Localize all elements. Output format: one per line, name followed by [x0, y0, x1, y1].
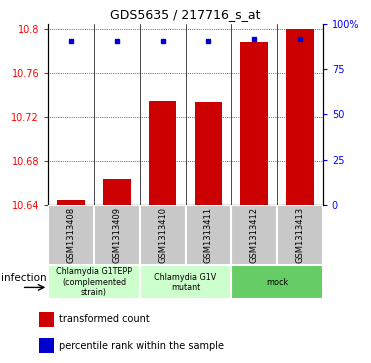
Text: GSM1313408: GSM1313408 [67, 207, 76, 263]
Text: Chlamydia G1V
mutant: Chlamydia G1V mutant [154, 273, 217, 292]
Bar [231, 265, 323, 299]
Bar [48, 265, 140, 299]
Bar [48, 205, 94, 265]
Bar [140, 265, 231, 299]
Text: GSM1313412: GSM1313412 [250, 207, 259, 263]
Bar [240, 42, 268, 205]
Text: GSM1313411: GSM1313411 [204, 207, 213, 263]
Bar [39, 312, 54, 327]
Bar [149, 101, 176, 205]
Title: GDS5635 / 217716_s_at: GDS5635 / 217716_s_at [110, 8, 261, 21]
Bar [140, 205, 186, 265]
Text: Chlamydia G1TEPP
(complemented
strain): Chlamydia G1TEPP (complemented strain) [56, 267, 132, 297]
Text: percentile rank within the sample: percentile rank within the sample [59, 341, 224, 351]
Bar [231, 205, 277, 265]
Text: GSM1313413: GSM1313413 [295, 207, 304, 263]
Text: GSM1313409: GSM1313409 [112, 207, 121, 263]
Bar [94, 205, 140, 265]
Text: infection: infection [1, 273, 47, 283]
Bar [286, 29, 313, 205]
Text: GSM1313410: GSM1313410 [158, 207, 167, 263]
Bar [277, 205, 323, 265]
Text: mock: mock [266, 278, 288, 287]
Bar [186, 205, 231, 265]
Bar [195, 102, 222, 205]
Bar [58, 200, 85, 205]
Bar [103, 179, 131, 205]
Text: transformed count: transformed count [59, 314, 150, 325]
Bar [39, 338, 54, 353]
